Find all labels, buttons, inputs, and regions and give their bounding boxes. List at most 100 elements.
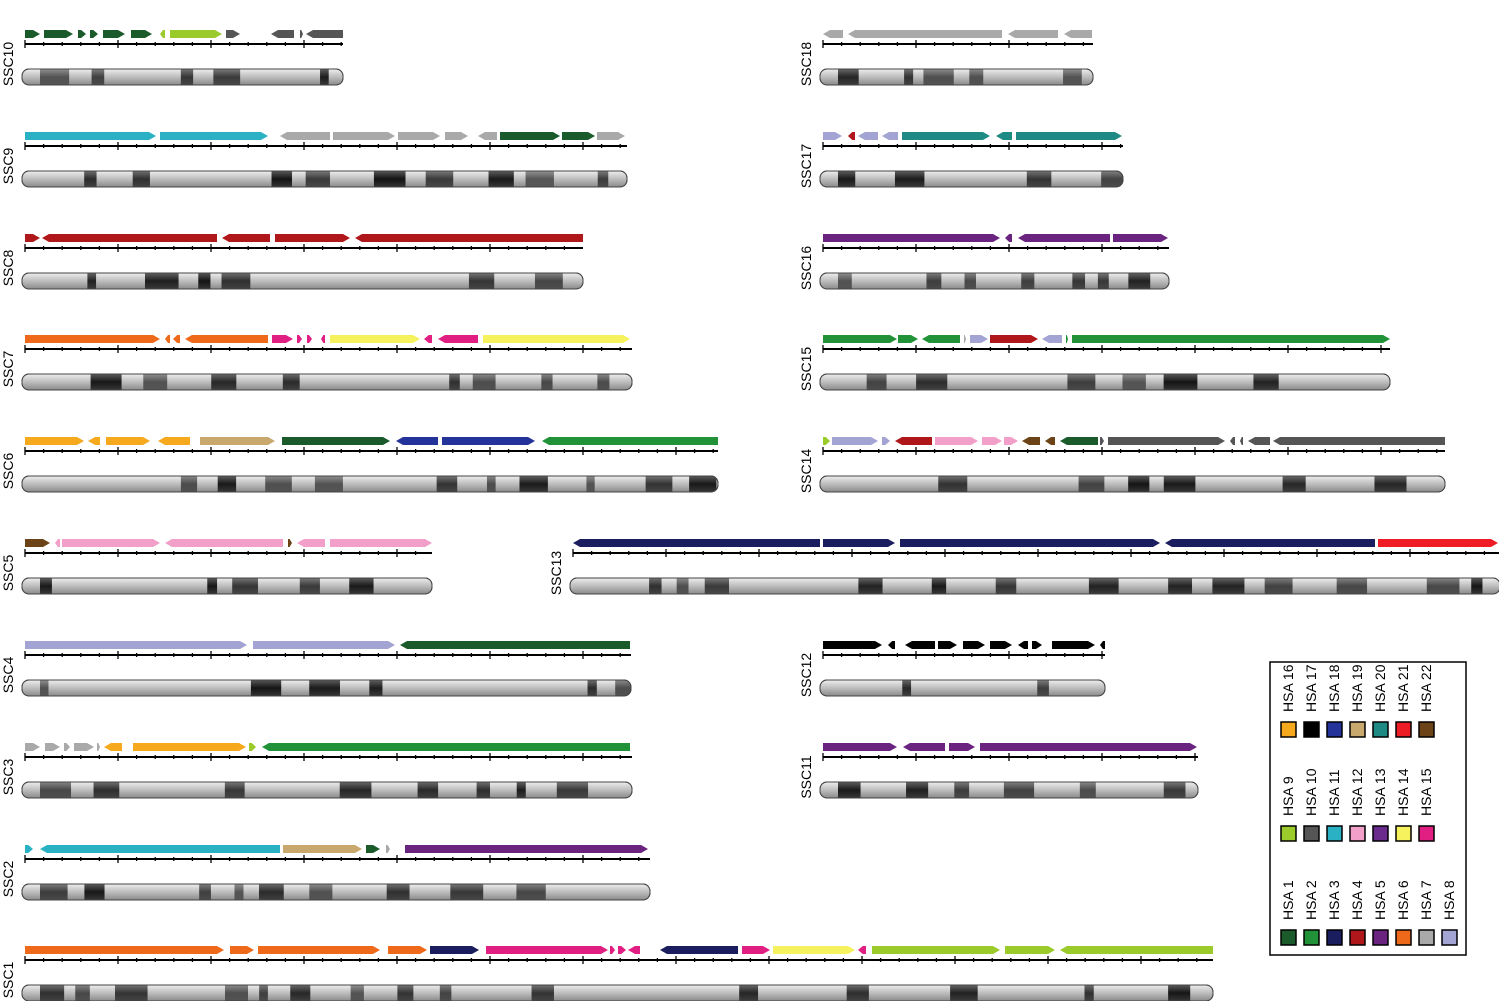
- ideogram-band: [902, 680, 912, 696]
- ideogram-band: [541, 374, 553, 390]
- chromosome-label: SSC8: [0, 250, 16, 287]
- legend-label: HSA 22: [1418, 664, 1434, 712]
- ideogram-band: [1063, 69, 1082, 85]
- ideogram-band: [1088, 578, 1119, 594]
- chromosome-label: SSC12: [798, 653, 814, 698]
- synteny-block: [832, 437, 878, 445]
- ideogram-band: [259, 985, 268, 1001]
- synteny-block: [330, 335, 420, 343]
- ideogram-band: [350, 985, 364, 1001]
- ideogram-band: [838, 69, 859, 85]
- synteny-block: [900, 539, 1160, 547]
- ideogram-outline: [21, 272, 584, 290]
- legend-label: HSA 10: [1303, 768, 1319, 816]
- legend-label: HSA 17: [1303, 664, 1319, 712]
- ideogram-band: [615, 680, 631, 696]
- ideogram-outline: [819, 373, 1391, 391]
- ideogram-body: [21, 272, 584, 290]
- legend-swatch: [1395, 721, 1412, 738]
- ideogram-body: [819, 68, 1094, 86]
- synteny-block: [133, 743, 246, 751]
- ideogram-band: [91, 69, 105, 85]
- ideogram-band: [1264, 578, 1293, 594]
- synteny-block: [1113, 234, 1168, 242]
- ideogram-band: [488, 171, 514, 187]
- ideogram-band: [180, 69, 194, 85]
- legend-label: HSA 12: [1349, 768, 1365, 816]
- ideogram-band: [1003, 782, 1035, 798]
- ideogram-outline: [819, 475, 1446, 493]
- synteny-block: [1378, 539, 1498, 547]
- synteny-block: [300, 30, 303, 38]
- synteny-block: [486, 946, 608, 954]
- synteny-block: [88, 437, 100, 445]
- ideogram-body: [819, 679, 1106, 697]
- legend-box: [1269, 661, 1467, 956]
- synteny-block: [366, 845, 380, 853]
- chromosome-label: SSC3: [0, 759, 16, 796]
- ideogram-band: [525, 171, 554, 187]
- synteny-block: [253, 641, 395, 649]
- ideogram-outline: [819, 781, 1199, 799]
- ideogram-band: [40, 985, 65, 1001]
- ideogram-outline: [819, 68, 1094, 86]
- legend-label: HSA 21: [1395, 664, 1411, 712]
- ideogram: [21, 883, 651, 901]
- synteny-block: [1018, 234, 1110, 242]
- ideogram: [21, 68, 344, 86]
- ideogram-outline: [21, 373, 633, 391]
- synteny-block: [131, 30, 152, 38]
- legend-label: HSA 7: [1418, 880, 1434, 920]
- legend-label: HSA 18: [1326, 664, 1342, 712]
- ideogram-band: [1097, 273, 1109, 289]
- ideogram-outline: [21, 170, 628, 188]
- ideogram-band: [645, 476, 673, 492]
- ideogram-band: [132, 171, 150, 187]
- synteny-block: [64, 743, 70, 751]
- ideogram-outline: [21, 475, 719, 493]
- synteny-block: [1016, 132, 1122, 140]
- synteny-block: [1100, 641, 1105, 649]
- synteny-block: [307, 335, 312, 343]
- synteny-block: [542, 437, 718, 445]
- ideogram-band: [1212, 578, 1245, 594]
- ideogram-band: [282, 374, 300, 390]
- synteny-block: [355, 234, 583, 242]
- ideogram-band: [1037, 680, 1049, 696]
- ideogram: [819, 475, 1446, 493]
- synteny-block: [742, 946, 770, 954]
- legend-label: HSA 5: [1372, 880, 1388, 920]
- chromosome-label: SSC17: [798, 144, 814, 189]
- legend-swatch: [1280, 929, 1297, 946]
- synteny-block: [78, 30, 86, 38]
- synteny-block: [424, 335, 432, 343]
- legend-label: HSA 16: [1280, 664, 1296, 712]
- synteny-block: [858, 946, 866, 954]
- ideogram-band: [369, 680, 383, 696]
- ideogram-band: [649, 578, 662, 594]
- ideogram: [21, 781, 633, 799]
- synteny-block: [200, 437, 275, 445]
- ideogram-band: [926, 273, 942, 289]
- ideogram-band: [1163, 476, 1196, 492]
- ideogram-band: [449, 374, 460, 390]
- legend-swatch: [1395, 825, 1412, 842]
- ideogram-band: [858, 578, 883, 594]
- synteny-block: [980, 743, 1197, 751]
- synteny-block: [90, 30, 98, 38]
- chromosome-label: SSC11: [798, 755, 814, 799]
- synteny-block: [990, 641, 1012, 649]
- synteny-block: [903, 743, 945, 751]
- chromosome-label: SSC5: [0, 555, 16, 592]
- ideogram-band: [373, 171, 406, 187]
- legend-swatch: [1349, 825, 1366, 842]
- ideogram-outline: [569, 577, 1499, 595]
- synteny-block: [249, 743, 256, 751]
- ideogram-band: [597, 171, 609, 187]
- ideogram: [569, 577, 1499, 595]
- legend-swatch: [1349, 721, 1366, 738]
- ideogram: [819, 170, 1124, 188]
- chromosome-label: SSC9: [0, 148, 16, 185]
- ideogram-band: [180, 476, 198, 492]
